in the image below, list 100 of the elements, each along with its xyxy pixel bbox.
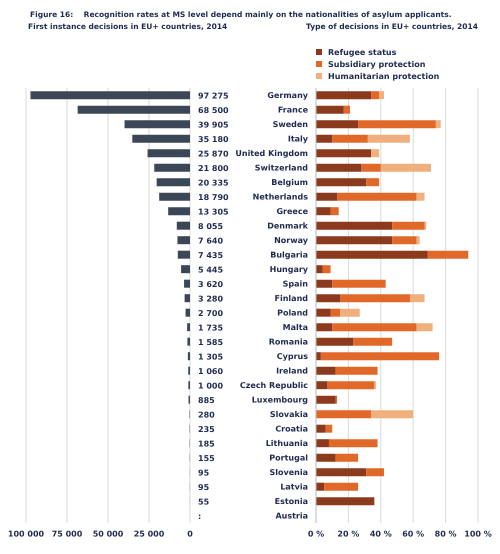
legend-label: Subsidiary protection xyxy=(328,60,426,68)
bar xyxy=(392,236,416,244)
y-tick-label: Denmark xyxy=(267,222,309,231)
y-tick-label: Romania xyxy=(268,338,308,347)
y-tick-label: United Kingdom xyxy=(235,149,308,158)
bar xyxy=(340,308,360,317)
bar xyxy=(316,134,332,143)
bar xyxy=(344,106,350,114)
y-tick-label: Bulgaria xyxy=(270,250,308,260)
bar xyxy=(428,250,468,259)
bar xyxy=(335,454,358,462)
bar xyxy=(316,439,329,448)
bar xyxy=(316,424,326,433)
data-label: 185 xyxy=(198,439,216,448)
bar xyxy=(154,164,190,172)
bar xyxy=(416,192,425,201)
bar xyxy=(316,294,340,302)
y-tick-label: Luxembourg xyxy=(252,396,308,405)
bar xyxy=(337,192,416,201)
bar xyxy=(187,338,190,346)
data-label: 39 905 xyxy=(198,120,230,130)
bar xyxy=(330,207,339,216)
bar xyxy=(316,192,338,201)
y-tick-label: Malta xyxy=(282,323,308,332)
bar xyxy=(178,250,190,259)
data-label: 7 435 xyxy=(198,250,224,260)
bar xyxy=(332,323,416,332)
data-label: 8 055 xyxy=(198,222,224,231)
data-label: 95 xyxy=(198,468,210,478)
text: : xyxy=(198,512,202,521)
bar xyxy=(316,396,336,404)
bar xyxy=(316,366,336,375)
bar xyxy=(316,323,332,332)
bar xyxy=(316,236,392,244)
bar xyxy=(177,236,190,244)
x-tick-label: 80 % xyxy=(434,530,457,539)
data-label: 55 xyxy=(198,497,210,506)
bar xyxy=(124,120,190,128)
y-tick-label: Lithuania xyxy=(266,439,308,448)
bar xyxy=(184,280,190,288)
y-tick-label: Belgium xyxy=(271,178,308,188)
data-label: 18 790 xyxy=(198,192,230,202)
data-label: 20 335 xyxy=(198,178,230,188)
y-tick-label: Netherlands xyxy=(252,192,308,202)
data-label: 3 620 xyxy=(198,280,224,289)
legend-label: Refugee status xyxy=(328,48,396,56)
bar xyxy=(316,178,366,186)
data-label: 5 445 xyxy=(198,265,224,274)
bar xyxy=(316,106,344,114)
bar xyxy=(353,338,392,346)
y-tick-label: Germany xyxy=(267,91,309,100)
bar xyxy=(410,294,425,302)
bar xyxy=(316,338,354,346)
bar xyxy=(181,265,190,274)
bar xyxy=(335,366,378,375)
y-tick-label: Estonia xyxy=(274,497,308,506)
data-label: 235 xyxy=(198,424,216,434)
x-tick-label: 50 000 xyxy=(92,530,124,539)
y-tick-label: Croatia xyxy=(275,424,308,434)
bar xyxy=(320,352,440,360)
bar xyxy=(326,424,332,433)
x-tick-label: 25 000 xyxy=(134,530,165,539)
y-tick-label: Slovakia xyxy=(270,410,308,420)
data-label: 95 xyxy=(198,482,210,492)
bar xyxy=(316,280,332,288)
bar xyxy=(324,482,358,491)
bar xyxy=(332,280,386,288)
bar xyxy=(316,250,428,259)
data-label: 2 700 xyxy=(198,308,224,318)
bar xyxy=(148,149,190,158)
y-tick-label: Austria xyxy=(275,512,308,521)
bar xyxy=(156,178,190,186)
data-label: 885 xyxy=(198,396,216,405)
y-tick-label: France xyxy=(278,106,309,115)
legend-label: Humanitarian protection xyxy=(328,72,440,80)
bar xyxy=(187,323,190,332)
data-label: 97 275 xyxy=(198,91,230,100)
bar xyxy=(30,91,190,100)
data-label: 1 305 xyxy=(198,352,224,362)
bar xyxy=(316,352,321,360)
y-tick-label: Greece xyxy=(276,207,309,216)
bar xyxy=(316,410,372,418)
bar xyxy=(379,91,384,100)
data-label: 13 305 xyxy=(198,207,230,216)
data-label: 21 800 xyxy=(198,164,230,173)
bar xyxy=(78,106,190,114)
data-label: 3 280 xyxy=(198,294,224,304)
bar xyxy=(358,120,436,128)
bar xyxy=(316,454,336,462)
data-label: 25 870 xyxy=(198,149,230,158)
bar xyxy=(168,207,190,216)
bar xyxy=(316,468,366,476)
y-tick-label: Latvia xyxy=(280,482,308,492)
data-label: 1 735 xyxy=(198,323,224,332)
bar xyxy=(380,164,432,172)
bar xyxy=(371,91,380,100)
bar xyxy=(316,265,322,274)
bar xyxy=(184,294,190,302)
bar xyxy=(361,164,381,172)
bar xyxy=(132,134,190,143)
